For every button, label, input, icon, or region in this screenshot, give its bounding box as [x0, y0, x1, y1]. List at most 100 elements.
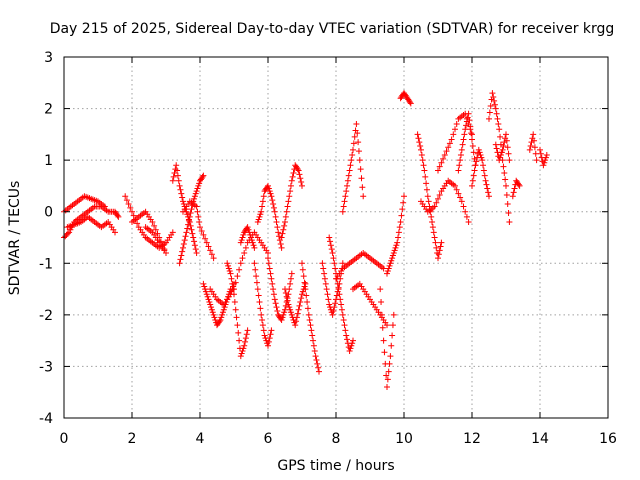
data-point-interp [497, 141, 504, 148]
data-point-interp [269, 197, 276, 204]
data-point-interp [338, 301, 345, 308]
data-point-interp [311, 347, 318, 354]
data-point [339, 208, 346, 215]
data-point [190, 234, 197, 241]
data-point-interp [134, 220, 141, 227]
series-arc-27 [384, 193, 407, 277]
data-point-interp [327, 242, 334, 249]
data-point [295, 306, 302, 313]
data-point [540, 162, 547, 169]
series-arc-28 [397, 90, 414, 107]
data-point-interp [344, 336, 351, 343]
data-point-interp [242, 335, 249, 342]
data-point [271, 296, 278, 303]
x-tick-label: 10 [395, 431, 413, 447]
data-point-interp [191, 195, 198, 202]
data-point-interp [191, 242, 198, 249]
data-point-interp [239, 255, 246, 262]
data-point-interp [232, 279, 239, 286]
data-point-interp [456, 162, 463, 169]
data-point [265, 342, 271, 349]
data-point-interp [289, 173, 296, 180]
data-point [231, 291, 237, 298]
x-tick-label: 14 [531, 431, 549, 447]
y-tick-label: 2 [44, 102, 53, 118]
data-point-interp [348, 157, 355, 164]
data-point-interp [425, 198, 432, 205]
data-point-interp [221, 304, 228, 311]
data-point [282, 306, 288, 313]
data-point-interp [480, 167, 487, 174]
data-point-interp [399, 206, 406, 213]
data-point-interp [207, 247, 214, 254]
data-point-interp [177, 256, 184, 263]
data-point [210, 255, 217, 262]
y-tick-label: 1 [44, 153, 53, 169]
data-point-interp [325, 296, 332, 303]
data-point [452, 182, 458, 189]
data-point-interp [195, 213, 202, 220]
x-tick-label: 8 [332, 431, 341, 447]
data-point [251, 244, 258, 251]
series-arc-26 [377, 286, 397, 391]
data-point [462, 126, 469, 133]
series-arc-34 [486, 90, 513, 226]
data-point-interp [174, 172, 181, 179]
data-point-interp [389, 322, 396, 329]
data-point [350, 337, 356, 344]
data-point-interp [267, 270, 274, 277]
data-point-interp [301, 279, 308, 286]
data-point [326, 234, 333, 241]
data-point-interp [342, 327, 349, 334]
data-point-interp [231, 298, 238, 305]
data-point-interp [266, 265, 273, 272]
data-point-interp [195, 182, 202, 189]
data-point [496, 126, 503, 133]
data-point [486, 115, 492, 122]
series-arc-23 [333, 249, 387, 282]
data-point [254, 219, 261, 226]
data-point-interp [313, 356, 320, 363]
data-point-interp [265, 185, 272, 192]
data-point-interp [274, 307, 281, 314]
data-point-interp [270, 291, 277, 298]
data-point-interp [452, 126, 458, 133]
data-point [486, 193, 492, 200]
data-point-interp [470, 149, 477, 156]
data-point-interp [286, 193, 293, 200]
data-point [282, 286, 288, 293]
data-point-interp [246, 229, 253, 236]
data-point [339, 311, 346, 318]
data-point-interp [440, 155, 447, 162]
data-point-interp [205, 296, 212, 303]
data-point-interp [460, 203, 467, 210]
data-point-interp [330, 255, 337, 262]
data-point-interp [177, 186, 184, 193]
data-point [312, 353, 319, 360]
data-point-interp [392, 244, 399, 251]
data-point-interp [259, 317, 266, 324]
data-point [234, 322, 241, 329]
data-point-interp [260, 193, 267, 200]
data-point-interp [283, 208, 290, 215]
data-point [469, 136, 475, 143]
data-point [203, 291, 210, 298]
data-point-interp [63, 231, 70, 238]
data-point-interp [503, 191, 510, 198]
data-point [288, 177, 295, 184]
data-point [448, 136, 455, 143]
data-point-interp [341, 322, 348, 329]
data-point-interp [388, 257, 395, 264]
data-point-interp [435, 251, 442, 258]
data-point-interp [283, 293, 290, 300]
data-point-interp [385, 368, 392, 375]
data-point-interp [184, 211, 191, 218]
data-point-interp [188, 206, 195, 213]
data-point-interp [154, 230, 161, 237]
data-point [384, 270, 390, 277]
series-arc-16 [254, 182, 285, 251]
data-point [506, 219, 513, 226]
data-point [268, 275, 275, 282]
data-point-interp [284, 297, 291, 304]
data-point [428, 213, 435, 220]
